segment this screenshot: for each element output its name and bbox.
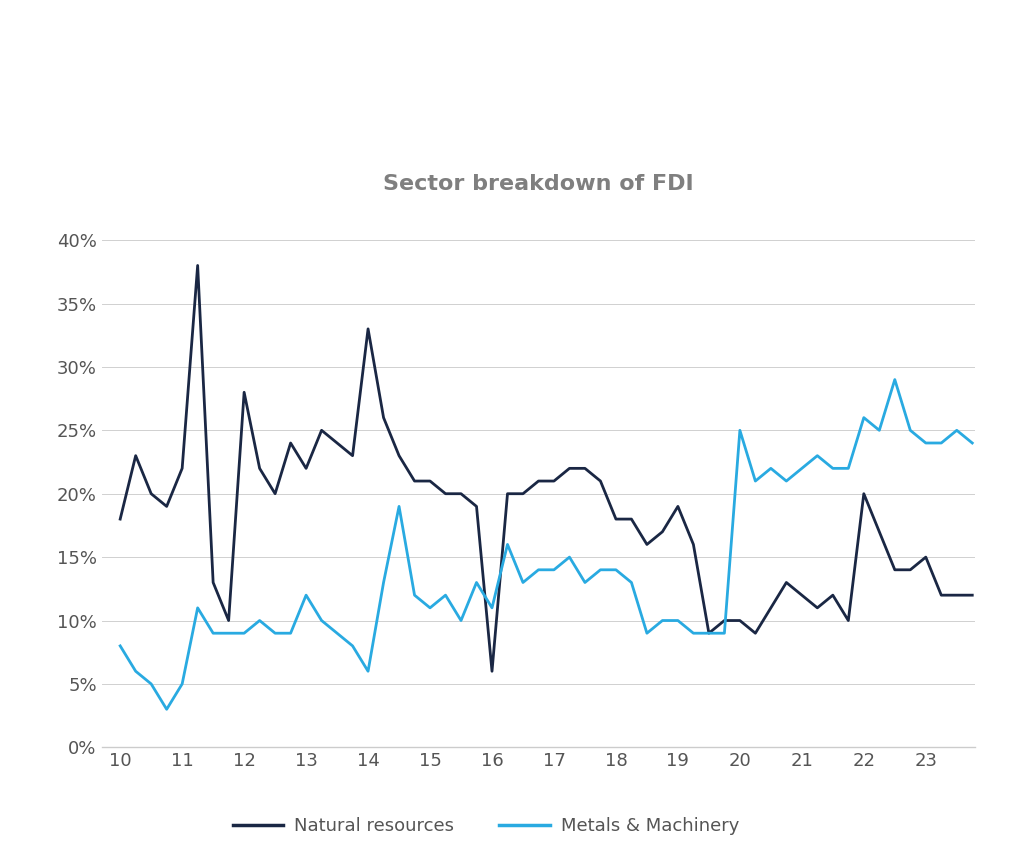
Text: Share of FDI into the Metals and Machinery
sector doubled in 2020: Share of FDI into the Metals and Machine…: [41, 39, 755, 102]
Legend: Natural resources, Metals & Machinery: Natural resources, Metals & Machinery: [226, 810, 747, 842]
Title: Sector breakdown of FDI: Sector breakdown of FDI: [383, 174, 694, 194]
